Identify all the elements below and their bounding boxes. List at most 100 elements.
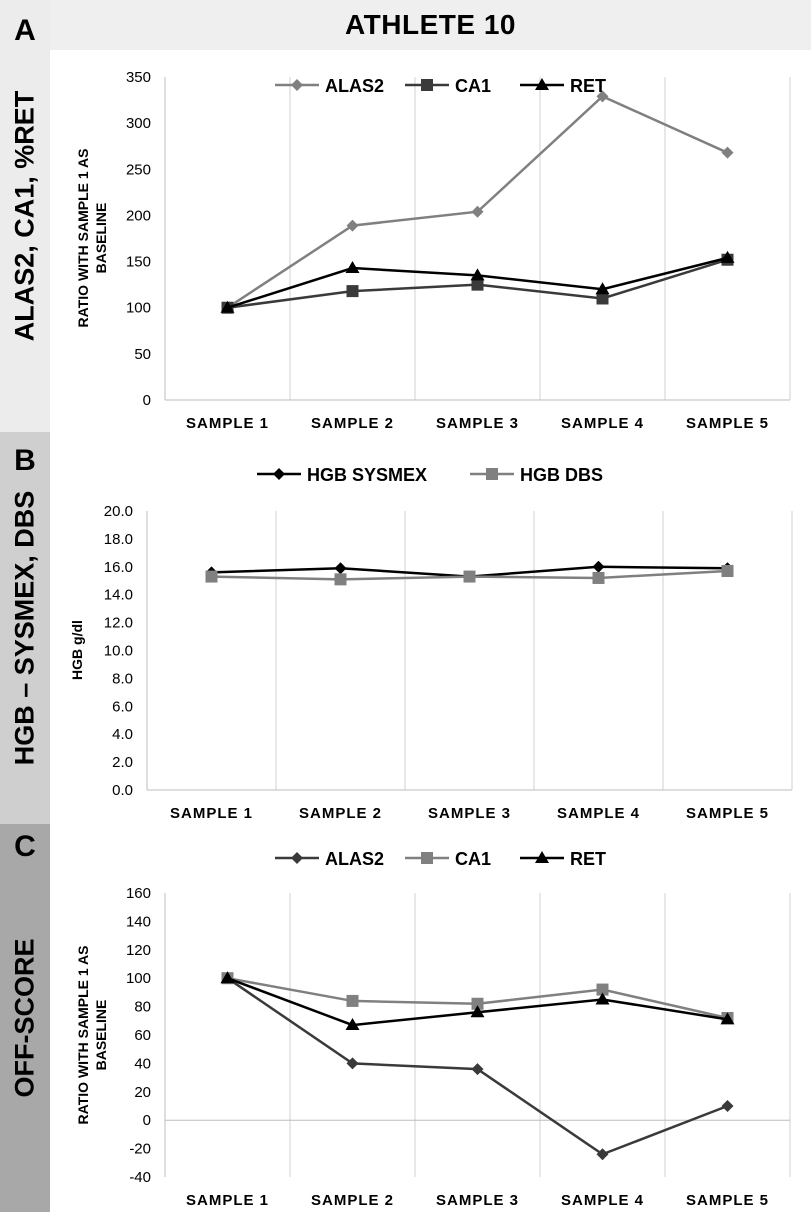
chart-b-ytick-label: 18.0 xyxy=(104,531,133,548)
chart-a-ytick-label: 100 xyxy=(126,300,151,317)
figure-title: ATHLETE 10 xyxy=(50,0,811,50)
chart-a-ytick-label: 300 xyxy=(126,115,151,132)
chart-b-hgb-dbs-point xyxy=(334,573,347,586)
panel-a-letter: A xyxy=(14,14,36,47)
chart-a-y-axis-title: BASELINE xyxy=(93,203,109,274)
chart-a-ca1-point xyxy=(346,285,359,298)
chart-c-ca1-legend-label: CA1 xyxy=(455,849,491,869)
chart-a-ret-point xyxy=(720,250,735,263)
chart-b-ytick-label: 2.0 xyxy=(112,754,133,771)
chart-b-ytick-label: 12.0 xyxy=(104,615,133,632)
panel-c-letter: C xyxy=(14,830,36,863)
chart-c-alas2-point xyxy=(346,1057,359,1070)
chart-a-category-label: SAMPLE 1 xyxy=(186,415,269,432)
chart-a-ytick-label: 350 xyxy=(126,69,151,86)
chart-a-ret-legend-marker xyxy=(535,78,549,90)
chart-c-ytick-label: 40 xyxy=(134,1055,151,1072)
chart-b-hgb-dbs-point xyxy=(463,570,476,583)
panel-b-side: B HGB – SYSMEX, DBS xyxy=(0,432,50,824)
chart-c-alas2-legend-label: ALAS2 xyxy=(325,849,384,869)
chart-c-ytick-label: 100 xyxy=(126,970,151,987)
chart-a-ret-point xyxy=(345,261,360,274)
chart-a-ytick-label: 50 xyxy=(134,346,151,363)
chart-b-ytick-label: 6.0 xyxy=(112,698,133,715)
chart-b-hgb-dbs-point xyxy=(592,571,605,584)
chart-a-ytick-label: 250 xyxy=(126,161,151,178)
chart-b-category-label: SAMPLE 5 xyxy=(686,805,769,822)
chart-c-ret-point xyxy=(720,1012,735,1025)
chart-a-ca1-point xyxy=(596,292,609,305)
chart-c-ret-legend-label: RET xyxy=(570,849,606,869)
chart-a-alas2-point xyxy=(596,90,609,103)
chart-c-ytick-label: 60 xyxy=(134,1027,151,1044)
chart-a-y-axis-title: RATIO WITH SAMPLE 1 AS xyxy=(75,149,91,328)
chart-b-category-label: SAMPLE 4 xyxy=(557,805,640,822)
chart-b-ytick-label: 20.0 xyxy=(104,503,133,520)
chart-c-ytick-label: -20 xyxy=(129,1141,151,1158)
chart-c-ca1-point xyxy=(471,997,484,1010)
chart-b-ytick-label: 0.0 xyxy=(112,782,133,799)
chart-a-alas2-legend-marker xyxy=(291,79,303,91)
chart-c-ret-point xyxy=(470,1005,485,1018)
chart-c-ytick-label: 80 xyxy=(134,999,151,1016)
chart-c-ret-point xyxy=(345,1018,360,1031)
chart-c-category-label: SAMPLE 4 xyxy=(561,1192,644,1209)
chart-c-ca1-legend-marker xyxy=(421,852,433,864)
chart-a-ca1-legend-marker xyxy=(421,79,433,91)
chart-b-hgb-dbs-point xyxy=(721,564,734,577)
chart-a-ret-point xyxy=(595,282,610,295)
chart-a-category-label: SAMPLE 3 xyxy=(436,415,519,432)
chart-c-alas2-legend-marker xyxy=(291,852,303,864)
chart-a-alas2-point xyxy=(721,146,734,159)
chart-a-alas2-point xyxy=(471,205,484,218)
chart-a-ca1-point xyxy=(471,278,484,291)
chart-c-alas2-point xyxy=(721,1100,734,1112)
chart-b-category-label: SAMPLE 3 xyxy=(428,805,511,822)
chart-a-category-label: SAMPLE 5 xyxy=(686,415,769,432)
chart-c-y-axis-title: BASELINE xyxy=(93,1000,109,1071)
chart-a-ret-point xyxy=(220,300,235,313)
chart-a-ytick-label: 200 xyxy=(126,207,151,224)
chart-b-hgb-sysmex-legend-label: HGB SYSMEX xyxy=(307,465,427,485)
chart-c-ca1-point xyxy=(596,983,609,996)
chart-c-alas2-point xyxy=(596,1148,609,1161)
chart-c-ca1-point xyxy=(346,994,359,1007)
chart-a-ret-legend-label: RET xyxy=(570,76,606,96)
chart-b-ytick-label: 4.0 xyxy=(112,726,133,743)
panel-c-side: C OFF-SCORE xyxy=(0,824,50,1212)
chart-b-hgb-dbs-point xyxy=(205,570,218,583)
chart-c-ret-point xyxy=(595,992,610,1005)
chart-c-ret-legend-marker xyxy=(535,851,549,863)
chart-c-category-label: SAMPLE 5 xyxy=(686,1192,769,1209)
chart-c-ret-point xyxy=(220,971,235,984)
chart-c-alas2-point xyxy=(471,1063,484,1076)
chart-a-ca1-legend-label: CA1 xyxy=(455,76,491,96)
chart-c-ytick-label: -40 xyxy=(129,1169,151,1186)
chart-b-ytick-label: 14.0 xyxy=(104,587,133,604)
chart-a-ytick-label: 150 xyxy=(126,254,151,271)
chart-b-hgb-sysmex-point xyxy=(592,560,605,573)
chart-c-y-axis-title: RATIO WITH SAMPLE 1 AS xyxy=(75,946,91,1125)
chart-a-alas2-legend-label: ALAS2 xyxy=(325,76,384,96)
chart-c-ytick-label: 160 xyxy=(126,885,151,902)
chart-a-category-label: SAMPLE 2 xyxy=(311,415,394,432)
chart-b-hgb-dbs-legend-label: HGB DBS xyxy=(520,465,603,485)
panel-a-side: A ALAS2, CA1, %RET xyxy=(0,0,50,432)
chart-b-ytick-label: 16.0 xyxy=(104,559,133,576)
chart-a-alas2-point xyxy=(346,219,359,232)
chart-c-ytick-label: 140 xyxy=(126,913,151,930)
chart-a-ret-point xyxy=(470,268,485,281)
chart-c-category-label: SAMPLE 1 xyxy=(186,1192,269,1209)
chart-c-ytick-label: 120 xyxy=(126,942,151,959)
chart-b-category-label: SAMPLE 1 xyxy=(170,805,253,822)
chart-a-category-label: SAMPLE 4 xyxy=(561,415,644,432)
chart-a-ytick-label: 0 xyxy=(143,392,151,409)
chart-b-hgb-sysmex-legend-marker xyxy=(273,468,285,480)
chart-b-hgb-sysmex-point xyxy=(334,562,347,575)
chart-c-category-label: SAMPLE 3 xyxy=(436,1192,519,1209)
panel-b-letter: B xyxy=(14,444,36,477)
chart-b-ytick-label: 8.0 xyxy=(112,670,133,687)
chart-b-hgb-dbs-legend-marker xyxy=(486,468,498,480)
chart-c-ytick-label: 0 xyxy=(143,1112,151,1129)
